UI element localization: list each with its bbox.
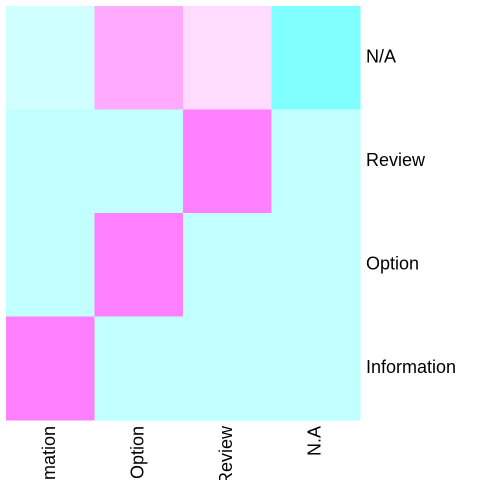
y-tick-label: Option bbox=[366, 254, 419, 274]
heatmap-cell-0-3 bbox=[271, 6, 361, 110]
x-axis-tick-labels: Information Option Review N.A bbox=[39, 425, 325, 480]
heatmap-cell-0-2 bbox=[183, 6, 272, 110]
heatmap-cell-2-0 bbox=[6, 213, 95, 317]
y-tick-label: Information bbox=[366, 357, 456, 377]
y-tick-label: Review bbox=[366, 150, 426, 170]
heatmap-cell-3-1 bbox=[94, 316, 184, 421]
heatmap-cell-2-1 bbox=[94, 213, 184, 317]
heatmap-cell-3-0 bbox=[6, 316, 95, 421]
heatmap-cell-3-3 bbox=[271, 316, 361, 421]
heatmap-cell-0-1 bbox=[94, 6, 184, 110]
heatmap-cells bbox=[6, 6, 361, 421]
heatmap-cell-0-0 bbox=[6, 6, 95, 110]
y-tick-label: N/A bbox=[366, 47, 396, 67]
heatmap-cell-1-3 bbox=[271, 109, 361, 214]
heatmap-cell-2-3 bbox=[271, 213, 361, 317]
heatmap-cell-1-1 bbox=[94, 109, 184, 214]
x-tick-label: Option bbox=[128, 426, 148, 479]
x-tick-label: Information bbox=[39, 426, 59, 480]
x-tick-label: N.A bbox=[305, 426, 325, 456]
heatmap-cell-1-2 bbox=[183, 109, 272, 214]
x-tick-label: Review bbox=[216, 425, 236, 480]
heatmap-cell-2-2 bbox=[183, 213, 272, 317]
heatmap-cell-3-2 bbox=[183, 316, 272, 421]
y-axis-tick-labels: N/A Review Option Information bbox=[366, 47, 456, 378]
heatmap-cell-1-0 bbox=[6, 109, 95, 214]
